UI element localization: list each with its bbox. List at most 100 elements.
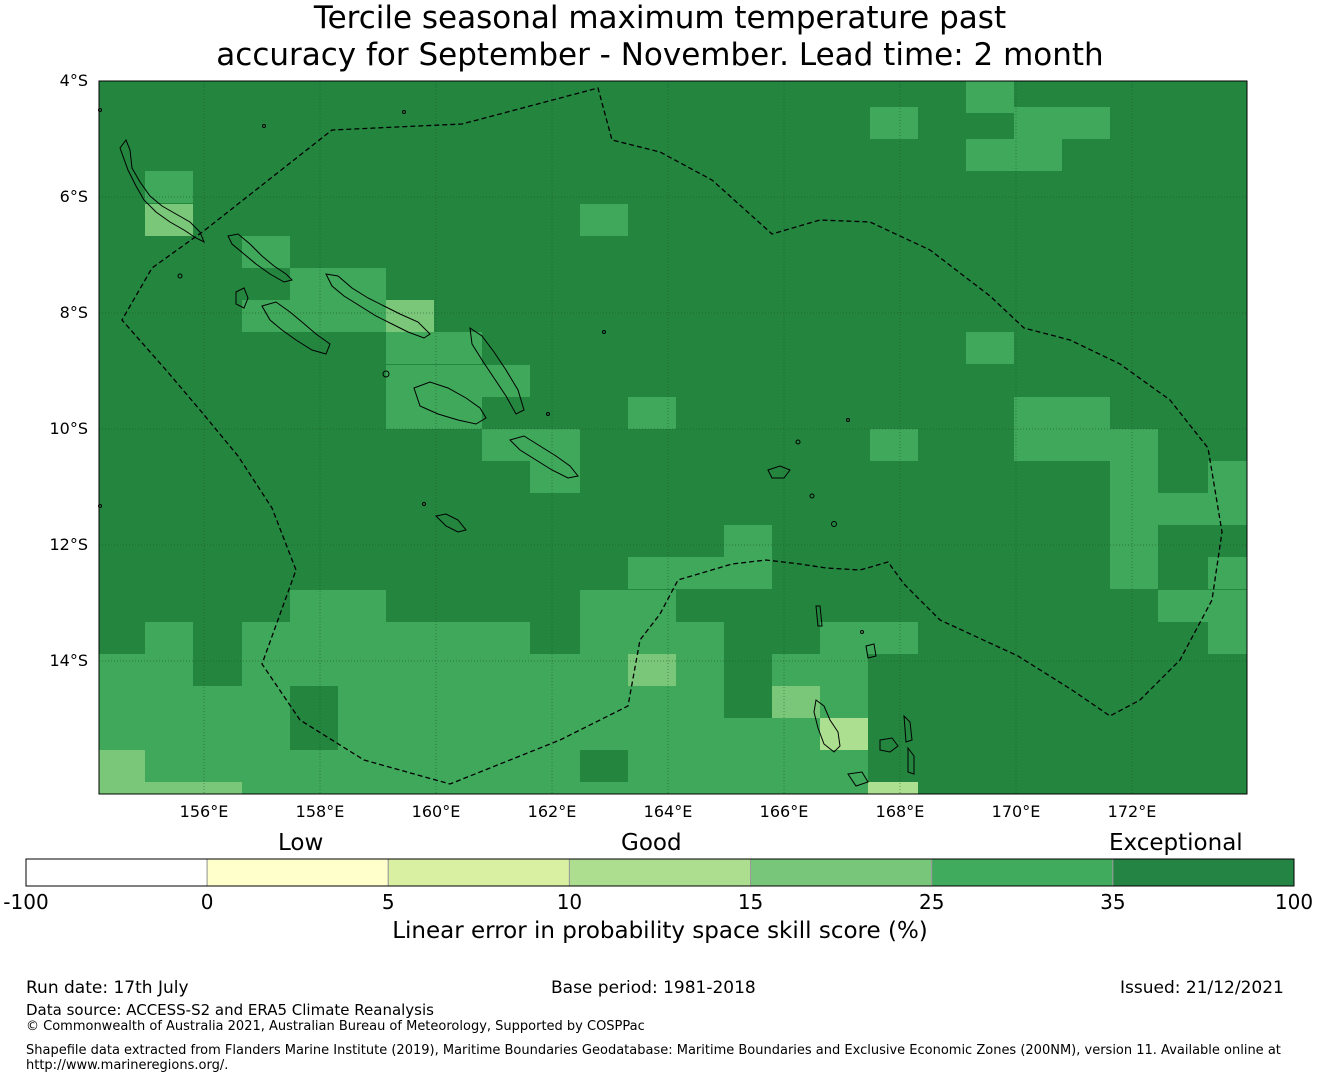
category-low: Low	[278, 830, 324, 856]
skill-cell	[242, 300, 386, 332]
skill-cell	[820, 622, 918, 654]
category-exceptional: Exceptional	[1109, 830, 1243, 856]
skill-cell	[628, 686, 724, 718]
latitude-label: 12°S	[49, 535, 88, 554]
coastline-espiritu-santo	[813, 699, 841, 753]
title-line-1: Tercile seasonal maximum temperature pas…	[313, 0, 1007, 36]
skill-cell	[1208, 557, 1247, 589]
colorbar-frame	[25, 858, 1295, 887]
eez-boundary	[121, 87, 1223, 785]
colorbar-segment	[568, 858, 752, 887]
longitude-label: 168°E	[875, 802, 925, 821]
skill-cell	[1110, 461, 1158, 493]
islet	[177, 273, 183, 279]
skill-cell	[580, 622, 724, 654]
latitude-label: 14°S	[49, 651, 88, 670]
skill-cell	[870, 107, 918, 139]
skill-cell	[99, 750, 145, 782]
skill-cell	[772, 686, 820, 718]
colorbar-tick: -100	[3, 890, 49, 914]
colorbar-tick: 100	[1274, 890, 1314, 914]
coastline-new-georgia	[261, 301, 331, 355]
skill-cell	[338, 718, 772, 750]
skill-cell	[386, 332, 482, 364]
coastline-makira	[509, 435, 579, 479]
skill-cell	[242, 654, 628, 686]
islet	[809, 493, 815, 499]
longitude-label: 170°E	[991, 802, 1041, 821]
islet	[860, 630, 864, 634]
skill-cell	[99, 654, 193, 686]
latitude-label: 8°S	[59, 303, 88, 322]
category-good: Good	[621, 830, 682, 856]
longitude-label: 160°E	[411, 802, 461, 821]
islet	[422, 502, 426, 506]
skill-cell	[242, 622, 290, 654]
coastline-torres	[815, 605, 823, 627]
colorbar-segment	[387, 858, 570, 887]
skill-cell	[242, 236, 290, 268]
colorbar-tick: 35	[1100, 890, 1126, 914]
shapefile-credit-2: http://www.marineregions.org/.	[26, 1058, 229, 1073]
colorbar-segment	[750, 858, 933, 887]
skill-cell	[99, 782, 242, 794]
skill-cell	[145, 750, 580, 782]
latitude-label: 4°S	[59, 71, 88, 90]
coastline-choiseul	[227, 233, 293, 283]
skill-cell	[1208, 622, 1247, 654]
skill-cell	[820, 686, 868, 718]
skill-cell	[724, 525, 772, 557]
coastline-rennell	[434, 513, 467, 533]
skill-cell	[145, 622, 193, 654]
eez-solomon-islands	[121, 87, 1223, 785]
skill-cell	[820, 718, 868, 750]
coastline-malaita	[469, 326, 525, 415]
islet	[546, 412, 550, 416]
islet	[795, 439, 801, 445]
skill-cell	[966, 81, 1014, 113]
shapefile-credit-1: Shapefile data extracted from Flanders M…	[26, 1043, 1281, 1058]
colorbar-segment	[931, 858, 1114, 887]
skill-cell	[290, 590, 386, 622]
colorbar-segment	[1112, 858, 1295, 887]
longitude-label: 166°E	[759, 802, 809, 821]
coastline-guadalcanal	[413, 381, 487, 425]
coastline-santa-isabel	[325, 273, 431, 339]
latitude-label: 10°S	[49, 419, 88, 438]
colorbar-tick: 10	[556, 890, 583, 914]
title-line-2: accuracy for September - November. Lead …	[216, 37, 1104, 73]
coastline-malekula	[879, 737, 899, 753]
coastline-santa-cruz	[767, 465, 791, 479]
coastlines	[98, 108, 915, 787]
islet	[831, 521, 837, 527]
skill-cell	[1014, 397, 1110, 429]
skill-cell	[1208, 461, 1247, 493]
colorbar-tick: 0	[200, 890, 214, 914]
skill-cell	[386, 365, 530, 397]
map-gridlines	[99, 81, 1247, 794]
skill-cell	[482, 429, 580, 461]
skill-cell	[1158, 590, 1208, 622]
skill-cell	[1208, 590, 1247, 622]
coastline-bougainville	[119, 138, 205, 244]
skill-cell	[870, 429, 918, 461]
skill-cell	[290, 268, 386, 300]
islet	[382, 370, 390, 378]
latitude-label: 6°S	[59, 187, 88, 206]
skill-cell	[580, 590, 676, 622]
skill-cell	[242, 782, 868, 794]
coastline-ambrym	[847, 771, 869, 787]
longitude-label: 162°E	[527, 802, 577, 821]
colorbar-segment	[206, 858, 389, 887]
base-period: Base period: 1981-2018	[551, 978, 756, 998]
colorbar	[25, 858, 1295, 887]
longitude-label: 158°E	[295, 802, 345, 821]
islet	[602, 330, 606, 334]
skill-cell	[628, 557, 772, 589]
skill-cell	[1014, 429, 1158, 461]
skill-cell	[676, 654, 724, 686]
skill-cell	[628, 397, 676, 429]
coastline-vella-lavella	[235, 287, 249, 309]
data-source: Data source: ACCESS-S2 and ERA5 Climate …	[26, 1001, 434, 1019]
